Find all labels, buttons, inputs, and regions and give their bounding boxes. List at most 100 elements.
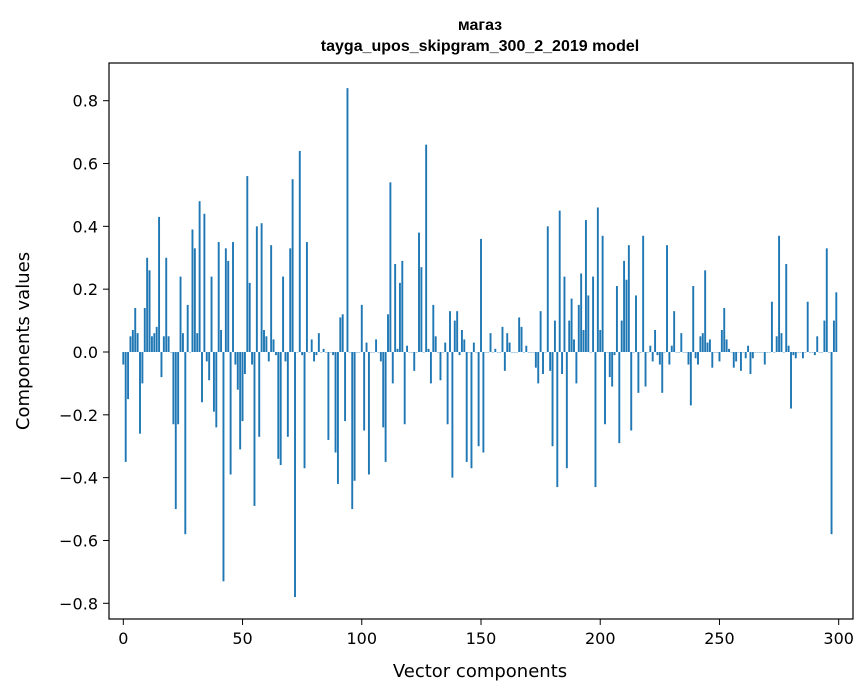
bar xyxy=(666,245,668,352)
bar xyxy=(327,351,330,440)
x-tick-label: 0 xyxy=(118,629,128,648)
y-tick-label: 0.6 xyxy=(73,155,98,174)
bar xyxy=(680,333,683,352)
bar xyxy=(298,150,301,352)
bar xyxy=(429,351,432,384)
bar xyxy=(432,304,435,352)
bar xyxy=(391,351,394,384)
bar xyxy=(792,351,795,356)
bar xyxy=(654,330,657,352)
bar xyxy=(332,351,335,356)
bar xyxy=(317,333,320,352)
bar xyxy=(289,248,292,352)
bar xyxy=(542,351,544,374)
bar xyxy=(577,304,580,352)
bar xyxy=(150,336,153,352)
bars-group xyxy=(122,88,838,598)
bar xyxy=(258,351,261,437)
bar xyxy=(623,260,626,352)
bar xyxy=(458,351,461,356)
bar xyxy=(635,295,637,352)
bar xyxy=(158,216,161,352)
bar xyxy=(477,351,480,447)
y-tick-label: 0.0 xyxy=(73,343,98,362)
bar xyxy=(656,351,659,356)
bar xyxy=(661,351,664,393)
bar xyxy=(251,351,254,365)
bar xyxy=(568,320,571,352)
bar xyxy=(260,223,263,352)
bar xyxy=(539,311,542,352)
bar xyxy=(460,330,463,352)
x-axis-ticks: 0 50 100 150 200 250 300 xyxy=(118,619,854,648)
bar xyxy=(346,88,349,352)
bar xyxy=(184,351,187,535)
bar xyxy=(453,320,456,352)
x-tick-label: 300 xyxy=(823,629,854,648)
bar xyxy=(334,351,337,453)
bar xyxy=(277,351,280,459)
bar xyxy=(463,339,466,352)
bar xyxy=(382,351,385,428)
y-tick-label: −0.2 xyxy=(59,406,98,425)
bar xyxy=(565,351,568,469)
x-axis-label: Vector components xyxy=(393,661,567,682)
bar xyxy=(549,351,552,371)
bar xyxy=(122,351,125,365)
bar xyxy=(394,264,397,352)
bar xyxy=(284,351,287,362)
bar xyxy=(141,351,144,384)
bar xyxy=(472,342,475,352)
bar xyxy=(449,311,451,352)
bar xyxy=(630,351,633,431)
bar xyxy=(601,235,604,352)
bar xyxy=(174,351,177,510)
bar xyxy=(720,330,723,352)
bar xyxy=(787,345,790,352)
bar xyxy=(267,351,270,362)
bar xyxy=(172,351,175,425)
bar xyxy=(134,308,137,352)
bar xyxy=(363,351,366,431)
bar xyxy=(294,351,296,598)
y-axis-ticks: −0.8 −0.6 −0.4 −0.2 0.0 0.2 0.4 0.6 0.8 xyxy=(59,92,109,613)
bar xyxy=(191,229,194,352)
y-tick-label: 0.8 xyxy=(73,92,98,111)
bar xyxy=(229,351,232,475)
bar xyxy=(220,330,223,352)
bar xyxy=(694,351,697,359)
bar xyxy=(215,351,218,428)
bar xyxy=(644,351,647,387)
bar xyxy=(224,248,227,352)
bar xyxy=(584,220,587,352)
bar xyxy=(360,304,363,352)
bar xyxy=(596,207,599,352)
bar xyxy=(305,242,308,352)
bar xyxy=(723,308,726,352)
bar xyxy=(587,295,590,352)
y-axis-label: Components values xyxy=(13,252,34,430)
bar xyxy=(525,345,528,352)
bar xyxy=(506,333,509,352)
bar xyxy=(234,351,237,365)
bar xyxy=(816,336,819,352)
bar xyxy=(706,342,709,352)
bar xyxy=(501,326,504,352)
bar xyxy=(561,351,564,374)
bar xyxy=(336,351,339,484)
bar xyxy=(322,348,325,352)
bar xyxy=(651,351,654,362)
bar xyxy=(210,276,213,352)
bar xyxy=(570,298,573,352)
chart-subtitle: tayga_upos_skipgram_300_2_2019 model xyxy=(321,38,639,55)
bar xyxy=(718,351,721,362)
bar xyxy=(649,345,652,352)
bar xyxy=(790,351,792,409)
bar xyxy=(167,336,170,352)
bar xyxy=(451,351,454,478)
y-tick-label: 0.2 xyxy=(73,280,98,299)
bar xyxy=(253,351,256,506)
bar xyxy=(825,248,828,352)
bar xyxy=(594,351,597,488)
bar xyxy=(835,292,838,352)
